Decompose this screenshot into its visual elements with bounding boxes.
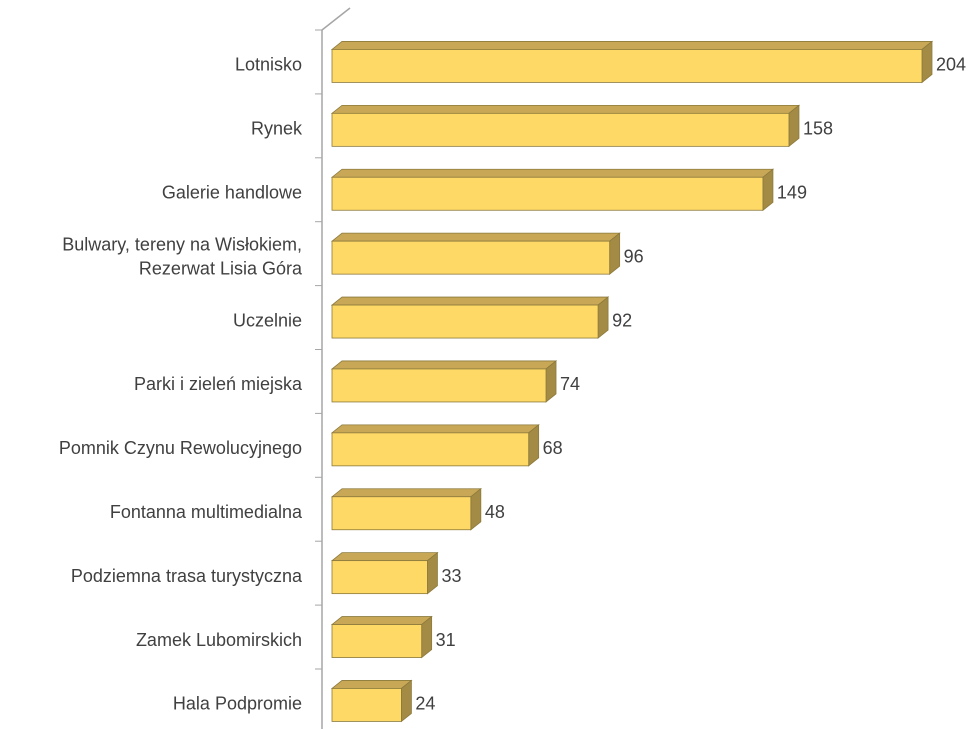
- bar: [331, 688, 402, 722]
- axis-depth-line: [321, 7, 351, 31]
- data-label: 158: [803, 119, 833, 139]
- bar: [331, 49, 923, 83]
- bar-top: [330, 296, 610, 306]
- bar-top: [330, 424, 540, 434]
- bar-top: [330, 168, 775, 178]
- data-label: 31: [436, 630, 456, 650]
- bar: [331, 112, 790, 147]
- data-label: 74: [560, 374, 580, 394]
- bar-top: [330, 616, 433, 625]
- bar-top: [330, 360, 558, 370]
- category-label: Pomnik Czynu Rewolucyjnego: [59, 438, 302, 458]
- bar-top: [330, 680, 413, 689]
- category-label: Rynek: [251, 119, 303, 139]
- data-label: 204: [936, 55, 966, 75]
- bar-top: [330, 104, 801, 114]
- category-label: Fontanna multimedialna: [110, 502, 303, 522]
- bar: [331, 624, 423, 658]
- bar-top: [330, 488, 482, 498]
- data-label: 33: [441, 566, 461, 586]
- bar: [331, 304, 599, 339]
- bar-top: [330, 41, 934, 50]
- data-label: 24: [415, 694, 435, 714]
- data-label: 48: [485, 502, 505, 522]
- bar: [331, 496, 472, 531]
- bar: [331, 176, 764, 211]
- category-label: Hala Podpromie: [173, 694, 302, 714]
- bar-top: [330, 552, 439, 562]
- data-label: 96: [624, 246, 644, 266]
- bar: [331, 240, 611, 275]
- category-label: Bulwary, tereny na Wisłokiem, Rezerwat Li…: [62, 234, 303, 278]
- category-label: Uczelnie: [233, 310, 302, 330]
- bar: [331, 432, 530, 467]
- data-label: 149: [777, 183, 807, 203]
- category-label: Parki i zieleń miejska: [134, 374, 303, 394]
- bar: [331, 368, 547, 403]
- category-label: Lotnisko: [235, 55, 302, 75]
- category-label: Zamek Lubomirskich: [136, 630, 302, 650]
- bar: [331, 560, 428, 595]
- category-label: Galerie handlowe: [162, 183, 302, 203]
- category-label: Podziemna trasa turystyczna: [71, 566, 303, 586]
- bar-top: [330, 232, 621, 242]
- data-label: 68: [543, 438, 563, 458]
- data-label: 92: [612, 310, 632, 330]
